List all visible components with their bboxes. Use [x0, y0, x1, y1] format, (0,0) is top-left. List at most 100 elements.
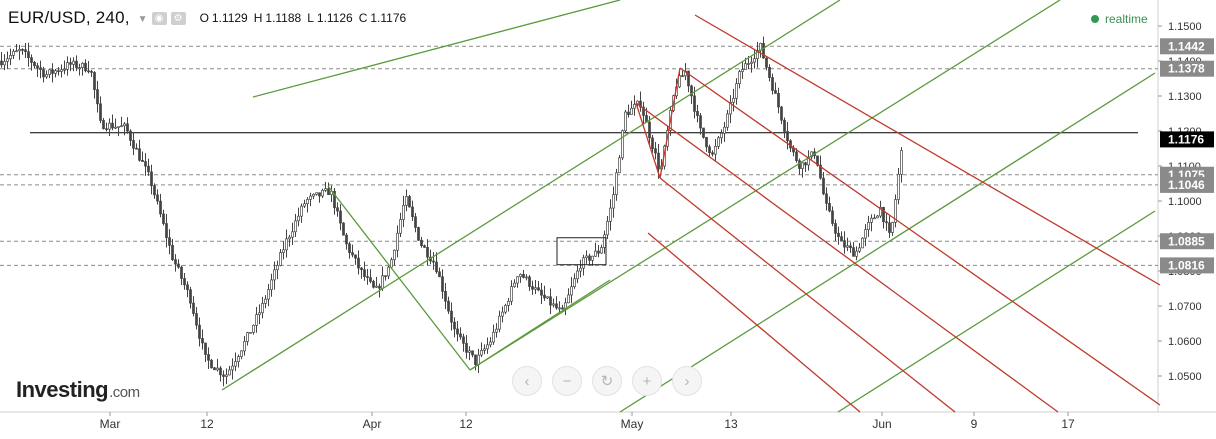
candlestick: [870, 214, 873, 232]
reset-icon[interactable]: ↻: [592, 366, 622, 396]
candle-body: [69, 62, 72, 65]
candlestick: [630, 100, 633, 115]
price-axis[interactable]: 1.05001.06001.07001.08001.09001.10001.11…: [1158, 21, 1214, 383]
candle-body: [840, 236, 843, 241]
channel-line: [837, 210, 1156, 413]
candlestick: [435, 252, 438, 274]
close-value: 1.1176: [370, 11, 407, 25]
candlestick: [507, 297, 510, 312]
candle-body: [618, 157, 621, 174]
candle-body: [828, 203, 831, 212]
channel-line: [635, 102, 1059, 413]
eye-icon[interactable]: ◉: [151, 11, 167, 25]
candle-body: [642, 106, 645, 116]
candlestick: [168, 229, 171, 255]
candlestick: [375, 276, 378, 288]
candle-body: [0, 60, 3, 66]
candlestick: [444, 282, 447, 310]
candlestick: [30, 54, 33, 71]
realtime-indicator: realtime: [1091, 12, 1148, 26]
candle-body: [30, 57, 33, 63]
candle-body: [480, 350, 483, 356]
price-level-badge: 1.0816: [1160, 257, 1214, 274]
candle-body: [612, 194, 615, 209]
candle-body: [78, 67, 81, 69]
candlestick: [738, 69, 741, 89]
candle-body: [393, 249, 396, 261]
x-tick-label: May: [621, 417, 644, 431]
candle-body: [249, 331, 252, 334]
candlestick: [771, 73, 774, 95]
candlestick: [729, 95, 732, 124]
candle-body: [696, 111, 699, 117]
candlestick: [285, 229, 288, 258]
candle-body: [246, 332, 249, 342]
candle-body: [654, 148, 657, 154]
candle-body: [3, 61, 6, 66]
candlestick: [642, 101, 645, 124]
candle-body: [867, 222, 870, 230]
open-label: O: [199, 11, 209, 25]
time-axis[interactable]: Mar 12 Apr 12 May 13 Jun 9 17: [100, 412, 1075, 431]
candlestick: [165, 213, 168, 248]
candlestick: [357, 250, 360, 275]
candlestick: [321, 188, 324, 199]
candle-body: [897, 173, 900, 200]
candle-body: [33, 62, 36, 67]
candlestick: [849, 242, 852, 253]
candle-body: [417, 227, 420, 241]
candle-body: [834, 223, 837, 234]
candle-body: [714, 145, 717, 155]
candlestick: [558, 301, 561, 314]
candlestick: [225, 368, 228, 385]
candle-body: [858, 247, 861, 252]
candlestick: [513, 279, 516, 288]
gear-icon[interactable]: ⚙: [170, 11, 186, 25]
logo-suffix-text: .com: [109, 384, 140, 401]
scroll-right-icon[interactable]: ›: [672, 366, 702, 396]
channel-line: [252, 0, 621, 98]
price-level-badge: 1.1378: [1160, 60, 1214, 77]
status-dot-icon: [1091, 15, 1099, 23]
candle-body: [114, 126, 117, 129]
scroll-left-icon[interactable]: ‹: [512, 366, 542, 396]
candle-body: [735, 83, 738, 99]
candlestick: [114, 118, 117, 130]
candle-body: [117, 126, 120, 128]
candlestick: [381, 266, 384, 291]
candlestick: [702, 127, 705, 139]
symbol-label[interactable]: EUR/USD, 240,: [8, 8, 130, 27]
candle-body: [216, 367, 219, 371]
candlestick: [534, 280, 537, 295]
candlestick: [402, 195, 405, 228]
candle-body: [129, 130, 132, 141]
candlestick: [387, 265, 390, 280]
candlestick: [135, 143, 138, 150]
candlestick: [510, 280, 513, 306]
candle-body: [744, 63, 747, 70]
price-level-badge-label: 1.1176: [1168, 132, 1204, 146]
candle-body: [396, 232, 399, 251]
candlestick: [9, 48, 12, 66]
candle-body: [504, 305, 507, 313]
candle-body: [60, 69, 63, 72]
zoom-in-icon[interactable]: +: [632, 366, 662, 396]
chevron-down-icon[interactable]: ▼: [137, 13, 148, 25]
candle-body: [186, 284, 189, 291]
candlestick: [480, 342, 483, 358]
candlestick: [171, 239, 174, 261]
candlestick: [579, 259, 582, 278]
candle-body: [516, 276, 519, 284]
candle-body: [768, 67, 771, 78]
candlestick: [276, 260, 279, 280]
candle-body: [708, 146, 711, 154]
candlestick: [261, 296, 264, 319]
candle-body: [306, 199, 309, 205]
candle-body: [807, 156, 810, 166]
zoom-out-icon[interactable]: −: [552, 366, 582, 396]
candlestick: [468, 346, 471, 361]
candle-body: [144, 161, 147, 167]
candle-body: [495, 328, 498, 333]
candle-body: [162, 213, 165, 224]
